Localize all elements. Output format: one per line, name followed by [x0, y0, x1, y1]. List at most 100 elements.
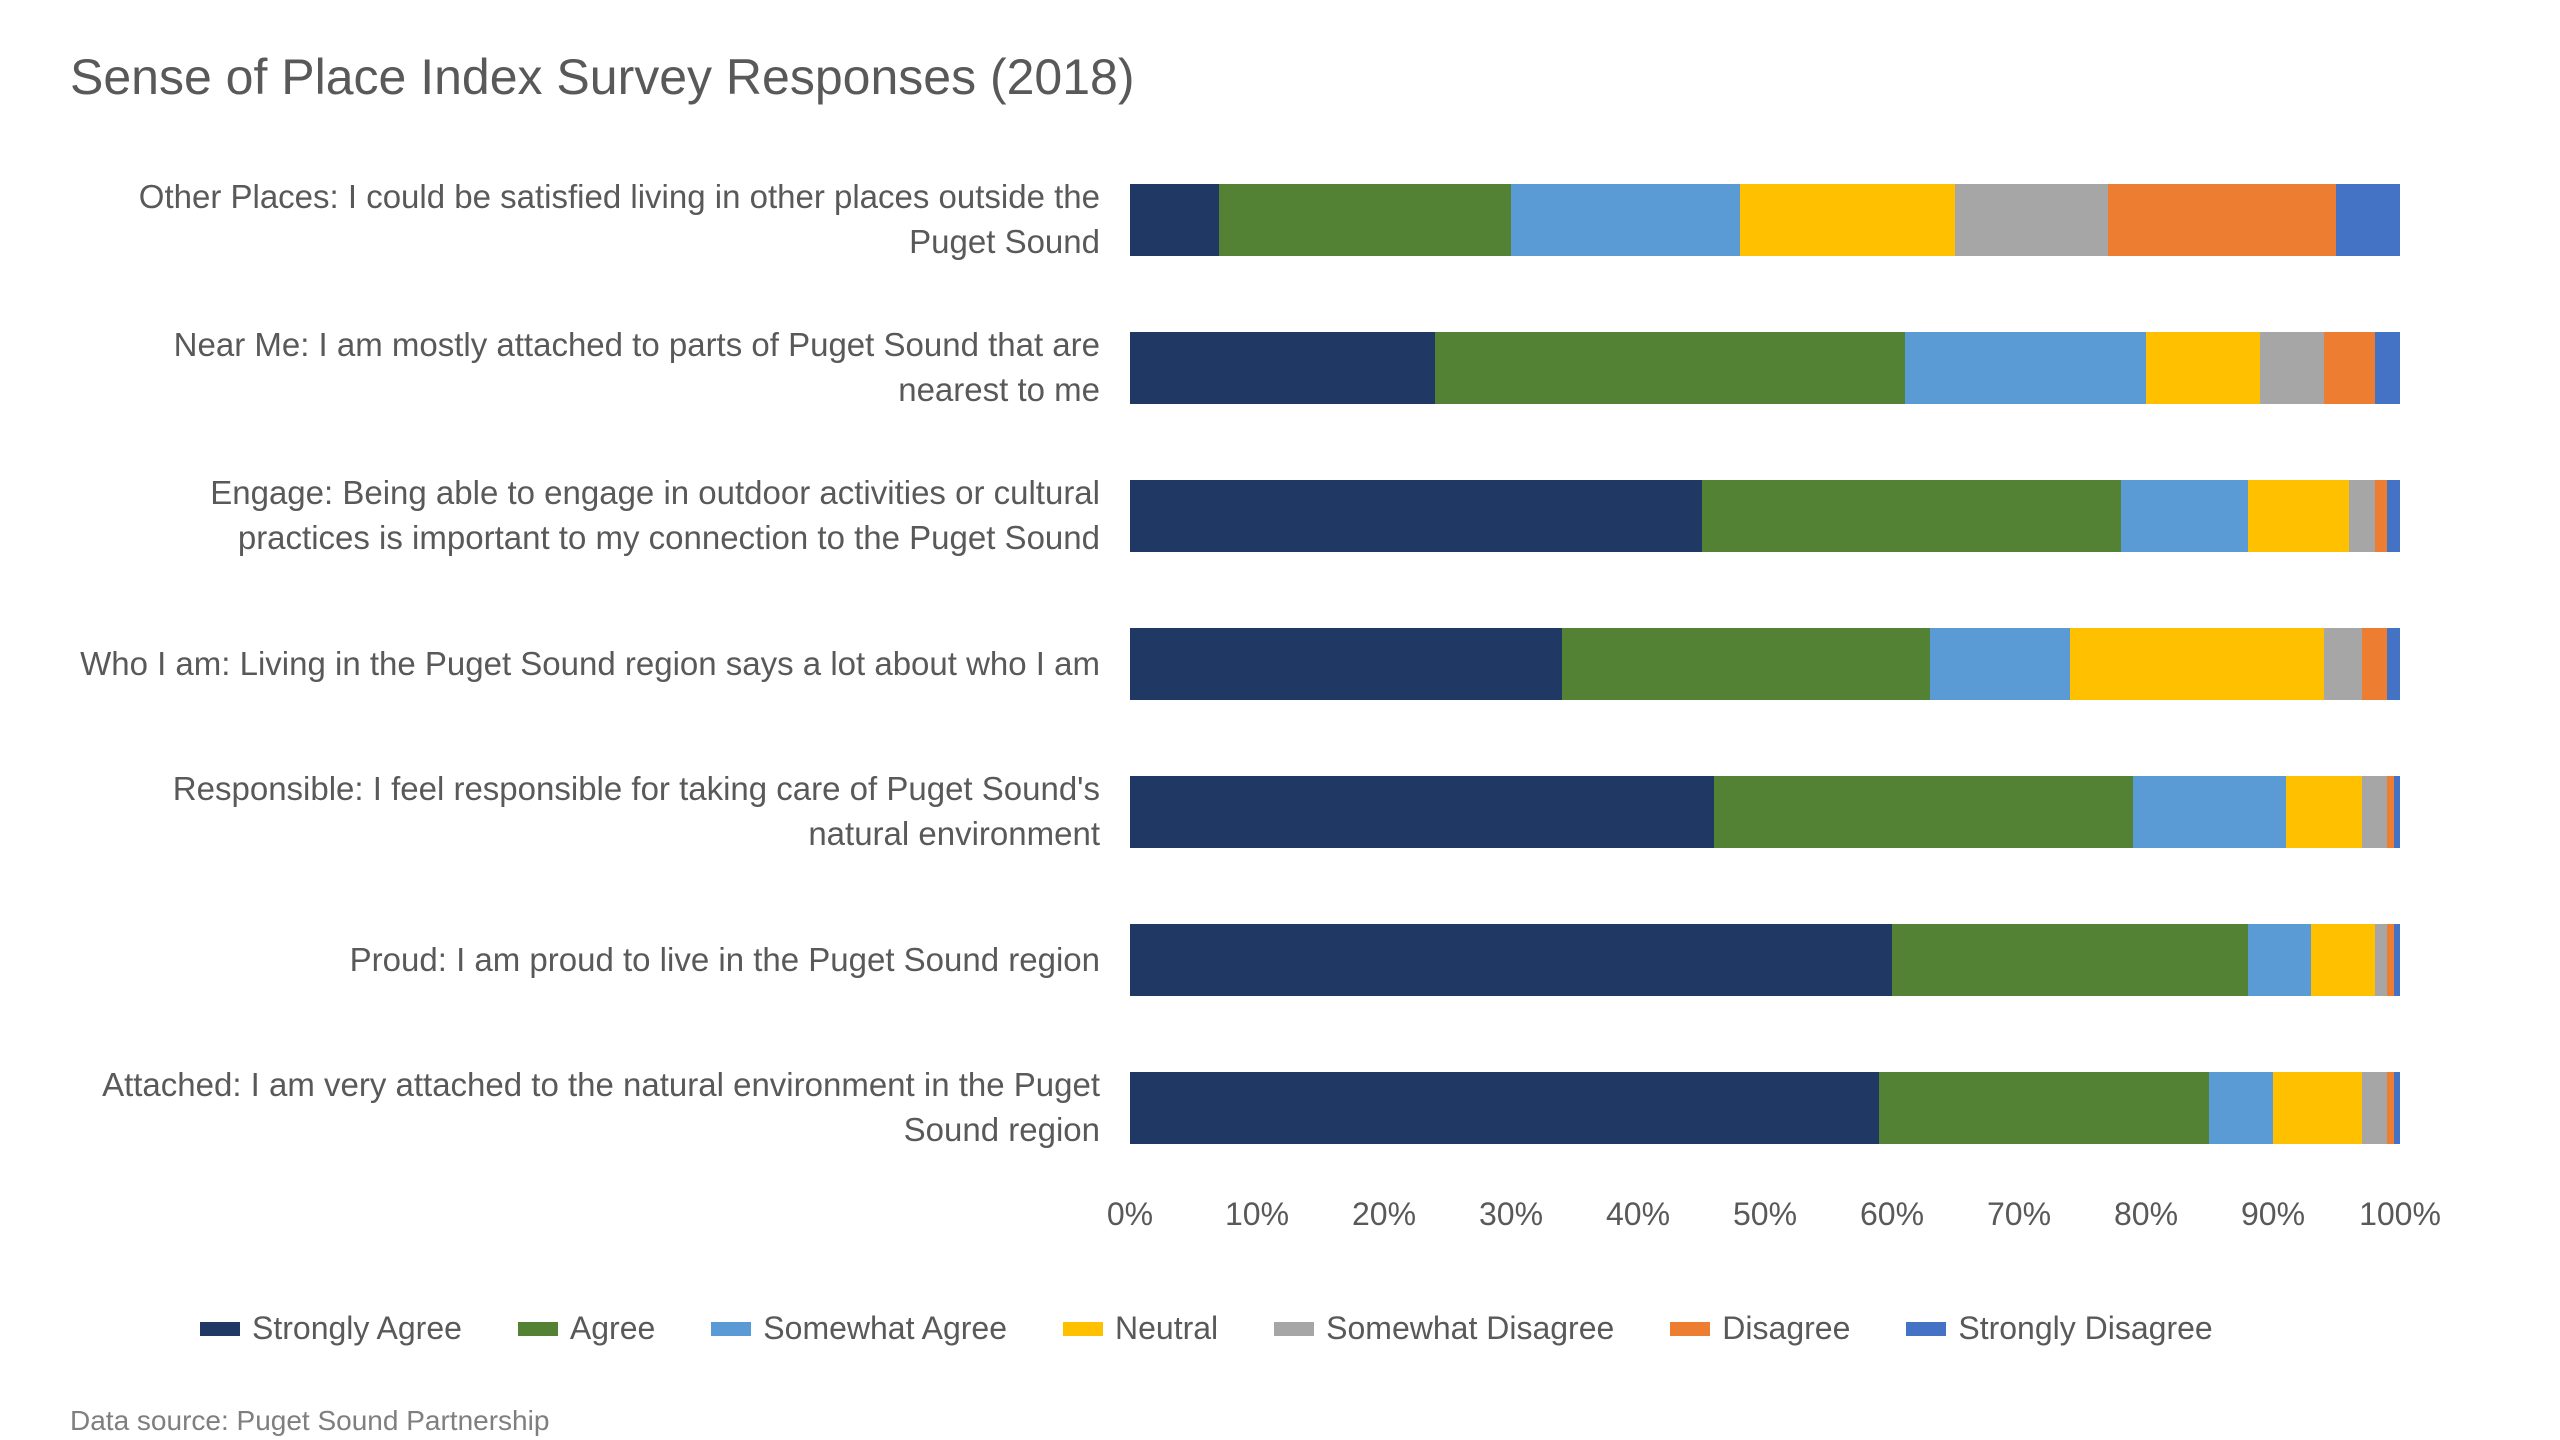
x-tick: 100% — [2359, 1196, 2441, 1233]
bar-segment-somewhat_agree — [1511, 184, 1740, 256]
bar-segment-somewhat_disagree — [2375, 924, 2388, 996]
bar-segment-strongly_agree — [1130, 184, 1219, 256]
chart-legend: Strongly Agree Agree Somewhat Agree Neutral… — [200, 1310, 2490, 1347]
legend-label: Strongly Agree — [252, 1310, 462, 1347]
category-label: Who I am: Living in the Puget Sound regi… — [70, 642, 1130, 687]
chart-row: Near Me: I am mostly attached to parts o… — [70, 294, 2490, 442]
bar-area — [1130, 738, 2400, 886]
bar-segment-agree — [1435, 332, 1905, 404]
stacked-bar — [1130, 628, 2400, 700]
legend-item-strongly_disagree: Strongly Disagree — [1906, 1310, 2212, 1347]
bar-segment-somewhat_agree — [2121, 480, 2248, 552]
x-tick: 70% — [1987, 1196, 2051, 1233]
legend-swatch — [1063, 1322, 1103, 1336]
stacked-bar — [1130, 776, 2400, 848]
bar-segment-strongly_disagree — [2394, 1072, 2400, 1144]
category-label: Engage: Being able to engage in outdoor … — [70, 471, 1130, 560]
bar-segment-somewhat_disagree — [2362, 776, 2387, 848]
chart-title: Sense of Place Index Survey Responses (2… — [70, 48, 2490, 106]
bar-segment-agree — [1219, 184, 1511, 256]
bar-segment-strongly_disagree — [2387, 480, 2400, 552]
bar-segment-strongly_agree — [1130, 924, 1892, 996]
legend-label: Strongly Disagree — [1958, 1310, 2212, 1347]
stacked-bar — [1130, 480, 2400, 552]
x-axis: 0%10%20%30%40%50%60%70%80%90%100% — [70, 1196, 2490, 1256]
bar-area — [1130, 1034, 2400, 1182]
bar-segment-somewhat_agree — [2133, 776, 2285, 848]
x-tick: 90% — [2241, 1196, 2305, 1233]
legend-item-neutral: Neutral — [1063, 1310, 1218, 1347]
chart-row: Responsible: I feel responsible for taki… — [70, 738, 2490, 886]
chart-row: Proud: I am proud to live in the Puget S… — [70, 886, 2490, 1034]
legend-swatch — [1906, 1322, 1946, 1336]
bar-segment-strongly_agree — [1130, 776, 1714, 848]
bar-area — [1130, 146, 2400, 294]
bar-segment-disagree — [2108, 184, 2337, 256]
bar-segment-agree — [1562, 628, 1930, 700]
legend-label: Neutral — [1115, 1310, 1218, 1347]
x-tick: 50% — [1733, 1196, 1797, 1233]
bar-segment-disagree — [2324, 332, 2375, 404]
category-label: Near Me: I am mostly attached to parts o… — [70, 323, 1130, 412]
x-tick: 80% — [2114, 1196, 2178, 1233]
legend-swatch — [200, 1322, 240, 1336]
bar-segment-strongly_agree — [1130, 480, 1702, 552]
chart-row: Other Places: I could be satisfied livin… — [70, 146, 2490, 294]
bar-segment-somewhat_disagree — [2260, 332, 2324, 404]
bar-segment-somewhat_agree — [1905, 332, 2146, 404]
bar-area — [1130, 442, 2400, 590]
x-tick: 60% — [1860, 1196, 1924, 1233]
x-tick: 30% — [1479, 1196, 1543, 1233]
bar-segment-somewhat_disagree — [1955, 184, 2107, 256]
bar-segment-strongly_agree — [1130, 332, 1435, 404]
chart-row: Attached: I am very attached to the natu… — [70, 1034, 2490, 1182]
chart-footnote: Data source: Puget Sound Partnership — [70, 1405, 2490, 1437]
bar-segment-strongly_disagree — [2394, 776, 2400, 848]
legend-swatch — [1670, 1322, 1710, 1336]
bar-segment-agree — [1702, 480, 2121, 552]
bar-segment-agree — [1714, 776, 2133, 848]
legend-label: Somewhat Agree — [763, 1310, 1007, 1347]
chart-row: Engage: Being able to engage in outdoor … — [70, 442, 2490, 590]
category-label: Other Places: I could be satisfied livin… — [70, 175, 1130, 264]
x-tick: 10% — [1225, 1196, 1289, 1233]
legend-item-strongly_agree: Strongly Agree — [200, 1310, 462, 1347]
bar-segment-somewhat_disagree — [2349, 480, 2374, 552]
legend-label: Agree — [570, 1310, 655, 1347]
chart-row: Who I am: Living in the Puget Sound regi… — [70, 590, 2490, 738]
bar-segment-neutral — [2286, 776, 2362, 848]
legend-swatch — [711, 1322, 751, 1336]
category-label: Responsible: I feel responsible for taki… — [70, 767, 1130, 856]
legend-item-agree: Agree — [518, 1310, 655, 1347]
bar-segment-neutral — [2311, 924, 2375, 996]
bar-segment-somewhat_agree — [2209, 1072, 2273, 1144]
bar-segment-strongly_disagree — [2394, 924, 2400, 996]
axis-ticks: 0%10%20%30%40%50%60%70%80%90%100% — [1130, 1196, 2400, 1256]
axis-spacer — [70, 1196, 1130, 1256]
bar-segment-strongly_agree — [1130, 628, 1562, 700]
legend-item-somewhat_disagree: Somewhat Disagree — [1274, 1310, 1614, 1347]
bar-segment-strongly_disagree — [2387, 628, 2400, 700]
chart-rows: Other Places: I could be satisfied livin… — [70, 146, 2490, 1182]
bar-area — [1130, 294, 2400, 442]
bar-segment-strongly_disagree — [2336, 184, 2400, 256]
bar-segment-neutral — [2146, 332, 2260, 404]
bar-segment-agree — [1879, 1072, 2209, 1144]
bar-segment-neutral — [2273, 1072, 2362, 1144]
bar-segment-somewhat_disagree — [2362, 1072, 2387, 1144]
bar-segment-disagree — [2362, 628, 2387, 700]
legend-swatch — [1274, 1322, 1314, 1336]
legend-item-disagree: Disagree — [1670, 1310, 1850, 1347]
legend-swatch — [518, 1322, 558, 1336]
legend-label: Somewhat Disagree — [1326, 1310, 1614, 1347]
bar-segment-neutral — [2248, 480, 2350, 552]
bar-segment-somewhat_agree — [1930, 628, 2070, 700]
stacked-bar — [1130, 184, 2400, 256]
category-label: Proud: I am proud to live in the Puget S… — [70, 938, 1130, 983]
bar-segment-somewhat_disagree — [2324, 628, 2362, 700]
bar-segment-strongly_agree — [1130, 1072, 1879, 1144]
bar-segment-neutral — [2070, 628, 2324, 700]
bar-segment-neutral — [1740, 184, 1956, 256]
legend-label: Disagree — [1722, 1310, 1850, 1347]
stacked-bar — [1130, 332, 2400, 404]
